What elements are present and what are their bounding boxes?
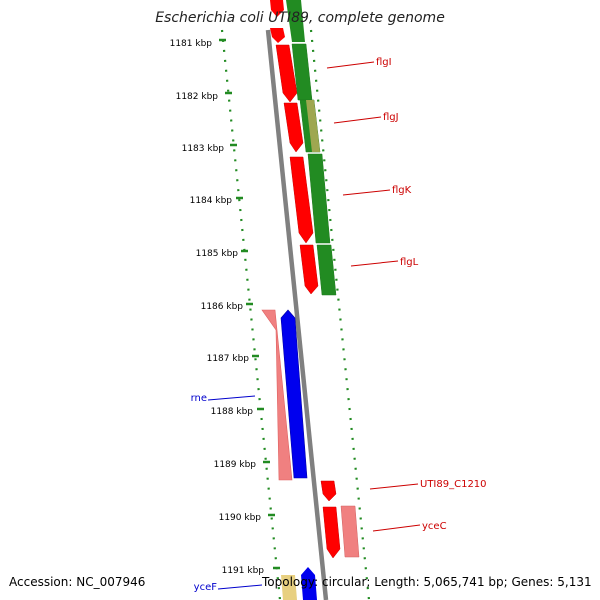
genome-summary-text: Topology: circular; Length: 5,065,741 bp… bbox=[262, 575, 592, 589]
forward-strand bbox=[270, 0, 360, 559]
cds-rne-feature bbox=[280, 309, 308, 479]
ruler-label: 1187 kbp bbox=[207, 354, 250, 364]
gene-rne-feature bbox=[261, 309, 293, 481]
label-connectors bbox=[207, 61, 421, 590]
gene-yceF-feature bbox=[281, 575, 297, 600]
ruler-label: 1184 kbp bbox=[190, 196, 233, 206]
connector-flgK bbox=[342, 189, 391, 196]
connector-rne bbox=[207, 395, 256, 401]
gene-label-flgI: flgI bbox=[376, 57, 392, 68]
ruler-label: 1181 kbp bbox=[170, 39, 213, 49]
connector-yceF bbox=[217, 584, 263, 590]
gene-top-partial bbox=[270, 0, 284, 17]
gene-label-rne: rne bbox=[191, 393, 207, 404]
gene-flgK-feature bbox=[289, 156, 314, 244]
connector-yceC bbox=[372, 524, 421, 532]
ruler-label: 1183 kbp bbox=[182, 144, 225, 154]
cds-yceF-feature bbox=[301, 567, 317, 600]
pseudo-flgJ-overlay bbox=[306, 100, 320, 152]
map-title: Escherichia coli UTI89, complete genome bbox=[155, 10, 445, 26]
genome-backbone bbox=[265, 29, 329, 600]
gene-flgI-feature bbox=[275, 44, 298, 103]
gene-label-UTI89_C1210: UTI89_C1210 bbox=[420, 479, 487, 490]
ruler-label: 1188 kbp bbox=[211, 407, 254, 417]
pseudo-yceC-feature bbox=[340, 505, 360, 558]
gene-label-yceF: yceF bbox=[194, 582, 218, 593]
gene-label-flgL: flgL bbox=[400, 257, 419, 268]
ruler-label: 1190 kbp bbox=[219, 513, 262, 523]
ruler-ticks bbox=[219, 38, 280, 570]
connector-flgJ bbox=[333, 116, 382, 124]
connector-flgL bbox=[350, 260, 399, 267]
ruler-label: 1186 kbp bbox=[201, 302, 244, 312]
ruler-label: 1182 kbp bbox=[176, 92, 219, 102]
reverse-strand bbox=[261, 309, 317, 600]
gene-label-flgK: flgK bbox=[392, 185, 412, 196]
outer-track bbox=[309, 29, 371, 600]
gene-flgL-feature bbox=[299, 244, 319, 295]
ruler-label: 1185 kbp bbox=[196, 249, 239, 259]
cds-flgL-feature bbox=[316, 244, 337, 296]
ruler-labels: 1181 kbp 1182 kbp 1183 kbp 1184 kbp 1185… bbox=[170, 39, 265, 576]
ruler-label: 1189 kbp bbox=[214, 460, 257, 470]
gene-yceC-feature bbox=[322, 506, 341, 559]
connector-flgI bbox=[326, 61, 375, 69]
cds-top-partial bbox=[286, 0, 305, 42]
accession-text: Accession: NC_007946 bbox=[9, 575, 146, 589]
gene-UTI89_C1210-feature bbox=[320, 480, 337, 502]
gene-flgJ-feature bbox=[283, 102, 304, 153]
gene-label-yceC: yceC bbox=[422, 521, 447, 532]
gene-small-top bbox=[270, 28, 285, 43]
gene-label-flgJ: flgJ bbox=[383, 112, 399, 123]
connector-UTI89_C1210 bbox=[369, 483, 419, 490]
cds-flgK-feature bbox=[307, 153, 331, 244]
ruler-label: 1191 kbp bbox=[222, 566, 265, 576]
gene-labels: flgI flgJ flgK flgL rne UTI89_C1210 yceC… bbox=[191, 57, 487, 593]
